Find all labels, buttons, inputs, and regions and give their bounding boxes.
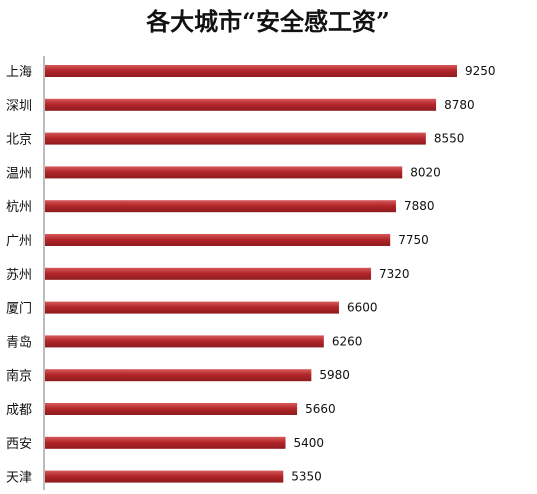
category-label: 厦门	[6, 302, 32, 317]
value-label: 8550	[434, 132, 465, 146]
category-label: 广州	[6, 234, 32, 249]
bar	[45, 301, 339, 314]
category-label: 温州	[6, 166, 32, 181]
bar	[45, 267, 372, 280]
value-label: 5400	[294, 436, 325, 450]
category-label: 西安	[6, 437, 32, 452]
value-label: 5660	[305, 402, 336, 416]
category-label: 杭州	[6, 200, 32, 215]
category-label: 南京	[6, 368, 32, 384]
category-label: 青岛	[6, 334, 32, 350]
value-label: 7320	[379, 267, 410, 281]
value-label: 5980	[319, 368, 350, 382]
bar	[45, 132, 426, 145]
bar	[45, 166, 403, 179]
bar	[45, 335, 324, 348]
category-label: 苏州	[6, 267, 32, 283]
category-label: 深圳	[6, 99, 32, 114]
bar	[45, 234, 391, 246]
category-label: 成都	[6, 403, 32, 418]
bar	[45, 470, 284, 483]
bar	[45, 65, 457, 77]
value-label: 7750	[398, 233, 429, 247]
category-label: 天津	[6, 471, 32, 486]
bars-group: 上海 9250 深圳 8780 北京 8550 温州 8020 杭州 7880 广州 7750 苏州 73…	[6, 64, 496, 486]
category-label: 北京	[6, 133, 32, 148]
bar	[45, 436, 286, 449]
chart-title: 各大城市“安全感工资”	[145, 7, 390, 36]
value-label: 8780	[444, 98, 475, 112]
bar	[45, 98, 437, 111]
category-label: 上海	[6, 65, 32, 80]
value-label: 6600	[347, 301, 378, 315]
value-label: 8020	[410, 165, 441, 179]
value-label: 5350	[291, 470, 322, 484]
bar	[45, 403, 298, 415]
value-label: 9250	[465, 64, 496, 78]
value-label: 6260	[332, 334, 363, 348]
value-label: 7880	[404, 199, 435, 213]
bar	[45, 200, 396, 213]
bar	[45, 369, 312, 382]
